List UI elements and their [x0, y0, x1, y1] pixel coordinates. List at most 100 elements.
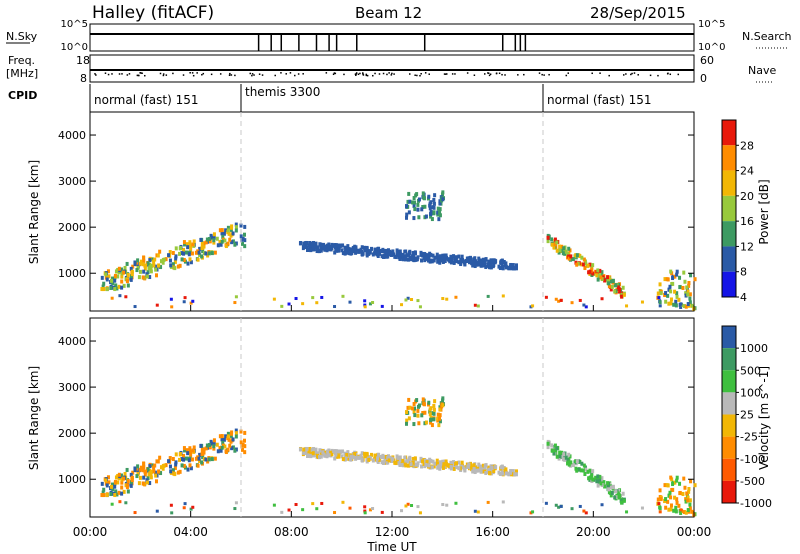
- echo: [161, 260, 165, 265]
- echo: [472, 260, 476, 265]
- echo: [111, 482, 115, 487]
- velocity-ylabel: Slant Range [km]: [27, 366, 41, 470]
- echo: [201, 455, 205, 460]
- echo: [142, 465, 146, 470]
- echo: [561, 249, 565, 254]
- echo: [408, 199, 412, 204]
- echo: [320, 501, 324, 505]
- echo: [188, 240, 192, 245]
- echo: [120, 485, 124, 490]
- echo: [139, 259, 143, 264]
- echo: [513, 266, 517, 271]
- echo: [378, 251, 382, 256]
- echo: [206, 253, 210, 258]
- echo: [316, 247, 320, 252]
- echo: [502, 259, 506, 264]
- x-tick-label-5: 20:00: [576, 525, 611, 539]
- echo: [365, 459, 369, 464]
- echo: [360, 457, 364, 462]
- echo: [374, 454, 378, 459]
- echo: [682, 304, 686, 309]
- echo: [220, 239, 224, 244]
- echo: [452, 466, 456, 471]
- echo: [674, 505, 678, 510]
- echo: [429, 458, 433, 463]
- y-tick-label: 1000: [58, 473, 86, 486]
- nave-dot: [162, 73, 165, 75]
- echo: [430, 423, 434, 428]
- echo: [233, 301, 237, 305]
- echo: [212, 238, 216, 243]
- echo: [365, 246, 369, 251]
- echo: [467, 462, 471, 467]
- echo: [115, 286, 119, 291]
- echo: [417, 215, 421, 220]
- echo: [423, 421, 427, 426]
- echo: [557, 456, 561, 461]
- echo: [223, 444, 227, 449]
- echo: [314, 241, 318, 246]
- echo: [204, 240, 208, 245]
- echo: [113, 479, 117, 484]
- echo: [122, 270, 126, 275]
- echo: [423, 410, 427, 415]
- echo: [474, 259, 478, 264]
- echo: [437, 259, 441, 264]
- echo: [129, 266, 133, 271]
- echo: [561, 457, 565, 462]
- echo: [588, 475, 592, 480]
- echo: [686, 495, 690, 500]
- echo: [481, 463, 485, 468]
- echo: [667, 301, 671, 306]
- echo: [598, 474, 602, 479]
- echo: [562, 452, 566, 457]
- echo: [620, 294, 624, 299]
- echo: [137, 275, 141, 280]
- echo: [190, 251, 194, 256]
- echo: [555, 248, 559, 253]
- echo: [460, 464, 464, 469]
- echo: [476, 510, 480, 514]
- echo: [625, 304, 629, 308]
- echo: [470, 259, 474, 264]
- echo: [688, 498, 692, 503]
- echo: [622, 292, 626, 297]
- echo: [599, 275, 603, 280]
- echo: [148, 275, 152, 280]
- echo: [438, 207, 442, 212]
- echo: [410, 504, 414, 508]
- nave-dot: [677, 73, 680, 76]
- echo: [125, 279, 129, 284]
- velocity-colorbar-label: Velocity [m s^-1]: [757, 366, 771, 470]
- colorbar-swatch-4: [722, 414, 736, 437]
- nave-dots: [94, 72, 680, 77]
- echo: [155, 509, 159, 513]
- echo: [438, 213, 442, 218]
- echo: [686, 508, 690, 513]
- echo: [513, 472, 517, 477]
- nsky-strip: [89, 23, 695, 52]
- power-colorbar-label: Power [dB]: [757, 179, 771, 244]
- echo: [553, 242, 557, 247]
- echo: [476, 304, 480, 308]
- echo: [329, 244, 333, 249]
- echo: [365, 253, 369, 258]
- echo: [658, 510, 662, 514]
- echo: [231, 231, 235, 236]
- colorbar-tick-label: 24: [740, 165, 754, 178]
- nave-dot: [355, 72, 358, 74]
- nave-dot: [325, 72, 328, 74]
- echo: [561, 251, 565, 256]
- echo: [138, 261, 142, 266]
- echo: [432, 464, 436, 469]
- nave-dot: [517, 74, 519, 76]
- echo: [550, 242, 554, 247]
- x-tick-label-2: 08:00: [274, 525, 309, 539]
- echo: [341, 449, 345, 454]
- echo: [557, 505, 561, 509]
- echo: [507, 471, 511, 476]
- echo: [119, 473, 123, 478]
- echo: [201, 249, 205, 254]
- echo: [182, 247, 186, 252]
- echo: [463, 262, 467, 267]
